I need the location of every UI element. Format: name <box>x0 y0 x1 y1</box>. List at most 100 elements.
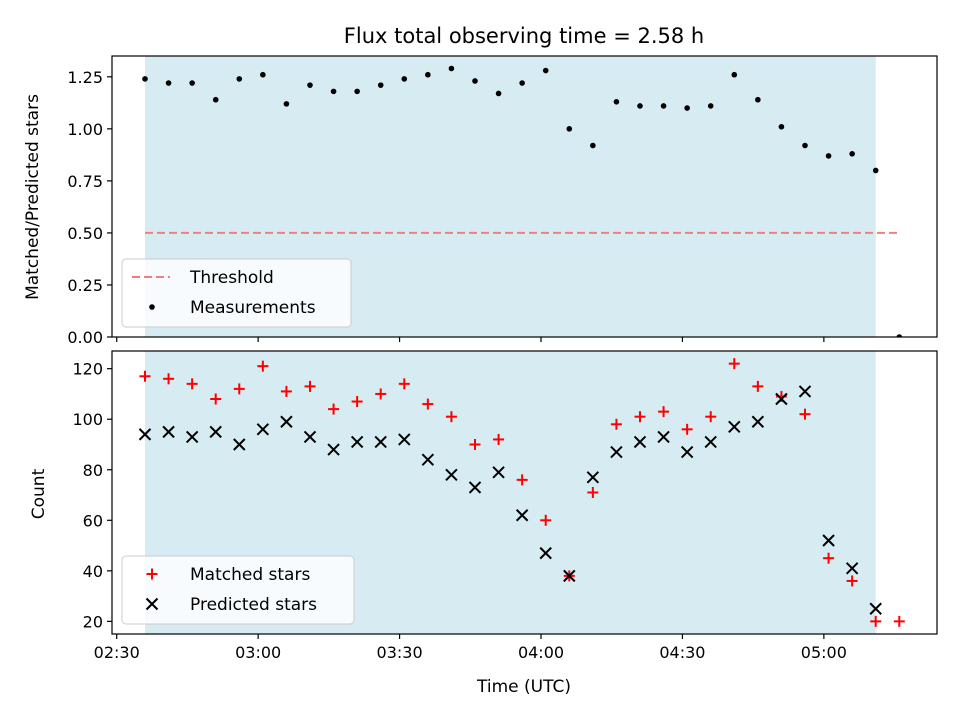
predicted-star-point <box>610 445 623 459</box>
predicted-star-point <box>633 435 647 449</box>
measurement-point <box>519 80 525 86</box>
measurement-point <box>542 67 549 74</box>
plot-area <box>138 358 905 627</box>
y-axis-label-top: Matched/Predicted stars <box>23 94 43 300</box>
matched-star-point <box>728 358 740 370</box>
matched-star-point <box>280 385 292 397</box>
legend-label: Matched stars <box>190 565 310 585</box>
measurement-point <box>189 80 195 86</box>
matched-star-point <box>893 615 905 627</box>
measurement-point <box>731 71 738 78</box>
measurement-point <box>849 151 855 157</box>
measurement-point <box>896 334 903 337</box>
measurement-point <box>778 123 785 130</box>
matched-star-point <box>398 378 410 390</box>
legend-box <box>121 555 355 625</box>
matched-star-point <box>210 393 222 405</box>
predicted-star-point <box>728 420 741 434</box>
predicted-star-point <box>445 468 458 482</box>
x-tick-label: 04:30 <box>659 643 705 662</box>
y-tick-label: 1.00 <box>67 120 103 139</box>
measurement-point <box>684 105 690 111</box>
matched-star-point <box>870 615 882 627</box>
predicted-star-point <box>657 430 670 444</box>
measurement-point <box>472 78 478 84</box>
predicted-star-point <box>515 509 529 522</box>
matched-star-point <box>752 380 764 392</box>
predicted-star-point <box>680 445 694 459</box>
measurement-point <box>495 90 502 97</box>
matched-star-point <box>705 411 717 423</box>
matched-star-point <box>493 433 505 445</box>
matched-star-point <box>823 552 835 564</box>
matched-star-point <box>634 411 646 423</box>
legend: Threshold Measurements <box>121 258 352 328</box>
predicted-star-point <box>185 430 199 444</box>
chart-title: Flux total observing time = 2.58 h <box>344 24 704 48</box>
measurement-point <box>165 80 172 86</box>
x-axis-label: Time (UTC) <box>476 677 571 697</box>
matched-star-point <box>257 360 269 372</box>
predicted-star-point <box>350 435 364 449</box>
predicted-star-point <box>303 430 317 444</box>
matched-star-point <box>610 418 622 430</box>
matched-star-point <box>186 378 198 390</box>
legend-box <box>121 258 352 328</box>
y-tick-label: 20 <box>83 612 103 631</box>
measurement-point <box>236 76 243 82</box>
matched-star-point <box>681 423 693 435</box>
x-tick-label: 03:00 <box>235 643 281 662</box>
predicted-star-point <box>539 546 552 560</box>
matched-star-point <box>163 373 175 385</box>
measurement-point <box>212 96 219 103</box>
predicted-star-point <box>492 466 505 479</box>
y-tick-label: 80 <box>83 461 103 480</box>
panel-bottom: 20 40 60 80 100 120 02:30 03:00 03:30 04:00 04:30 0… <box>72 350 938 662</box>
y-tick-label: 0.50 <box>67 224 103 243</box>
measurement-point <box>825 153 832 159</box>
y-tick-label: 0.75 <box>67 172 103 191</box>
matched-star-point <box>351 396 363 408</box>
measurement-point <box>872 167 879 174</box>
predicted-star-point <box>398 433 411 446</box>
legend-symbol <box>145 597 159 611</box>
matched-star-point <box>846 575 858 587</box>
predicted-star-point <box>162 425 175 439</box>
matched-star-point <box>375 388 387 400</box>
predicted-star-point <box>421 453 435 466</box>
measurement-point <box>566 126 573 132</box>
matched-star-point <box>233 383 245 395</box>
matched-star-point <box>516 474 528 486</box>
matched-star-point <box>658 406 670 418</box>
y-tick-label: 40 <box>83 562 103 581</box>
predicted-star-point <box>563 569 576 583</box>
matched-star-point <box>328 403 340 415</box>
predicted-star-point <box>704 435 717 449</box>
y-tick-label: 60 <box>83 511 103 530</box>
legend-symbol <box>146 568 158 580</box>
measurement-point <box>307 82 313 88</box>
x-tick-label: 05:00 <box>801 643 847 662</box>
predicted-star-point <box>209 425 222 439</box>
y-tick-label: 120 <box>72 360 103 379</box>
predicted-star-point <box>138 428 152 441</box>
predicted-star-point <box>798 385 812 398</box>
measurement-point <box>613 98 620 105</box>
matched-star-point <box>422 398 434 410</box>
measurement-point <box>283 101 290 107</box>
measurement-point <box>377 82 384 88</box>
measurement-point <box>590 142 596 149</box>
predicted-star-point <box>256 423 270 436</box>
y-tick-label: 1.25 <box>67 68 103 87</box>
measurement-point <box>354 88 360 95</box>
measurement-point <box>425 71 431 78</box>
matched-star-point <box>799 408 811 420</box>
matched-star-point <box>139 370 151 382</box>
legend: Matched stars Predicted stars <box>121 555 355 625</box>
x-tick-label: 04:00 <box>518 643 564 662</box>
y-axis-label-bottom: Count <box>29 468 49 519</box>
predicted-star-point <box>845 562 859 575</box>
predicted-star-point <box>468 481 482 494</box>
x-tick-label: 03:30 <box>377 643 423 662</box>
